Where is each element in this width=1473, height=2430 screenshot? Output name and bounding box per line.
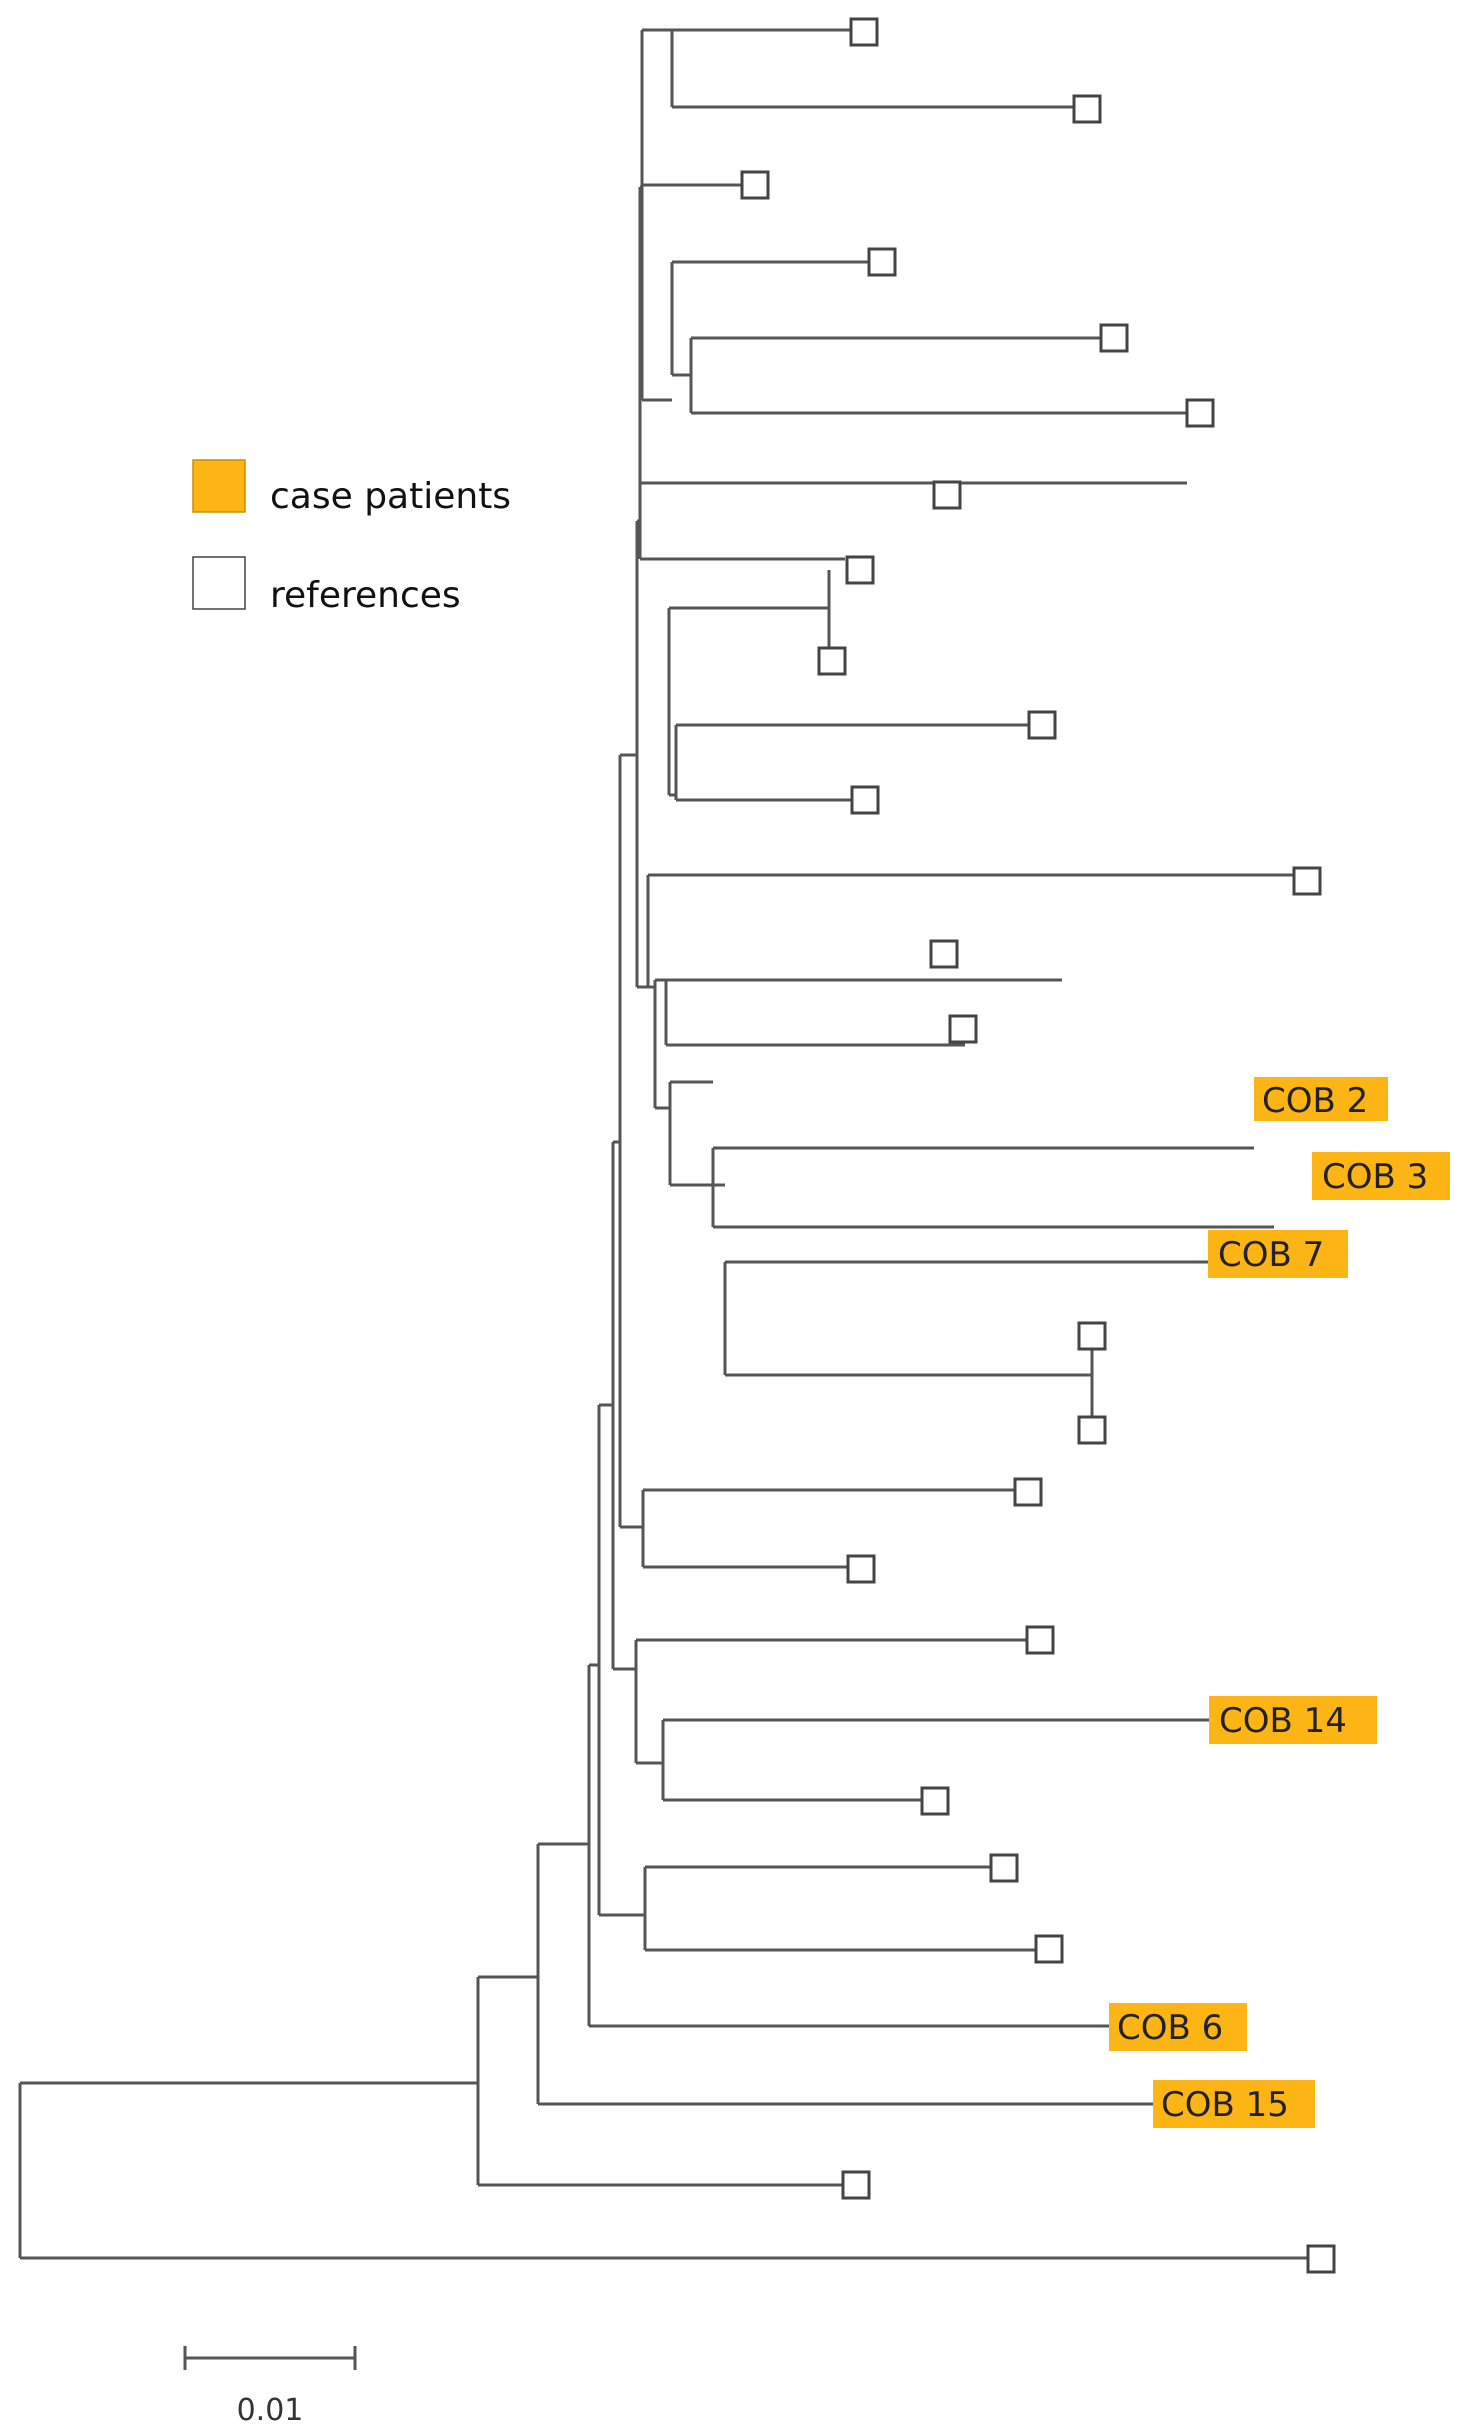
legend-label-reference: references — [270, 575, 461, 616]
reference-leaf — [1185, 398, 1215, 428]
legend-swatch-case — [192, 459, 246, 513]
reference-leaf — [1306, 2244, 1336, 2274]
reference-leaves — [740, 17, 1336, 2274]
reference-leaf — [1099, 323, 1129, 353]
reference-leaf — [929, 939, 959, 969]
scale-bar: 0.01 — [183, 2346, 357, 2428]
reference-leaf — [1034, 1934, 1064, 1964]
reference-leaf — [989, 1853, 1019, 1883]
reference-leaf — [841, 2170, 871, 2200]
reference-leaf — [1025, 1625, 1055, 1655]
legend-label-case: case patients — [270, 476, 511, 517]
reference-leaf — [845, 555, 875, 585]
legend-swatch-reference — [192, 556, 246, 610]
case-leaf-cob-15: COB 15 — [1153, 2080, 1315, 2128]
scale-bar-label: 0.01 — [237, 2393, 304, 2428]
case-leaf-cob-6: COB 6 — [1109, 2003, 1247, 2051]
reference-leaf — [920, 1786, 950, 1816]
reference-leaf — [846, 1554, 876, 1584]
reference-leaf — [1027, 710, 1057, 740]
reference-leaf — [867, 247, 897, 277]
reference-leaf — [849, 17, 879, 47]
reference-leaf — [948, 1014, 978, 1044]
reference-leaf — [1077, 1321, 1107, 1351]
case-leaf-label: COB 7 — [1218, 1235, 1324, 1275]
case-leaves: COB 2 COB 3 COB 7 COB 14 COB 6 COB 15 — [1109, 1077, 1450, 2128]
case-leaf-cob-7: COB 7 — [1208, 1230, 1348, 1278]
legend: case patients references — [192, 459, 511, 616]
case-leaf-cob-2: COB 2 — [1254, 1077, 1388, 1121]
reference-leaf — [1013, 1477, 1043, 1507]
reference-leaf — [740, 170, 770, 200]
reference-leaf — [817, 646, 847, 676]
tree-branches — [18, 28, 1318, 2260]
case-leaf-label: COB 3 — [1322, 1157, 1428, 1197]
case-leaf-label: COB 15 — [1161, 2085, 1289, 2125]
reference-leaf — [850, 785, 880, 815]
case-leaf-label: COB 14 — [1219, 1701, 1347, 1741]
reference-leaf — [932, 480, 962, 510]
reference-leaf — [1077, 1415, 1107, 1445]
reference-leaf — [1072, 94, 1102, 124]
case-leaf-label: COB 6 — [1117, 2008, 1223, 2048]
case-leaf-cob-14: COB 14 — [1209, 1696, 1377, 1744]
case-leaf-label: COB 2 — [1262, 1081, 1368, 1121]
case-leaf-cob-3: COB 3 — [1312, 1152, 1450, 1200]
reference-leaf — [1292, 866, 1322, 896]
